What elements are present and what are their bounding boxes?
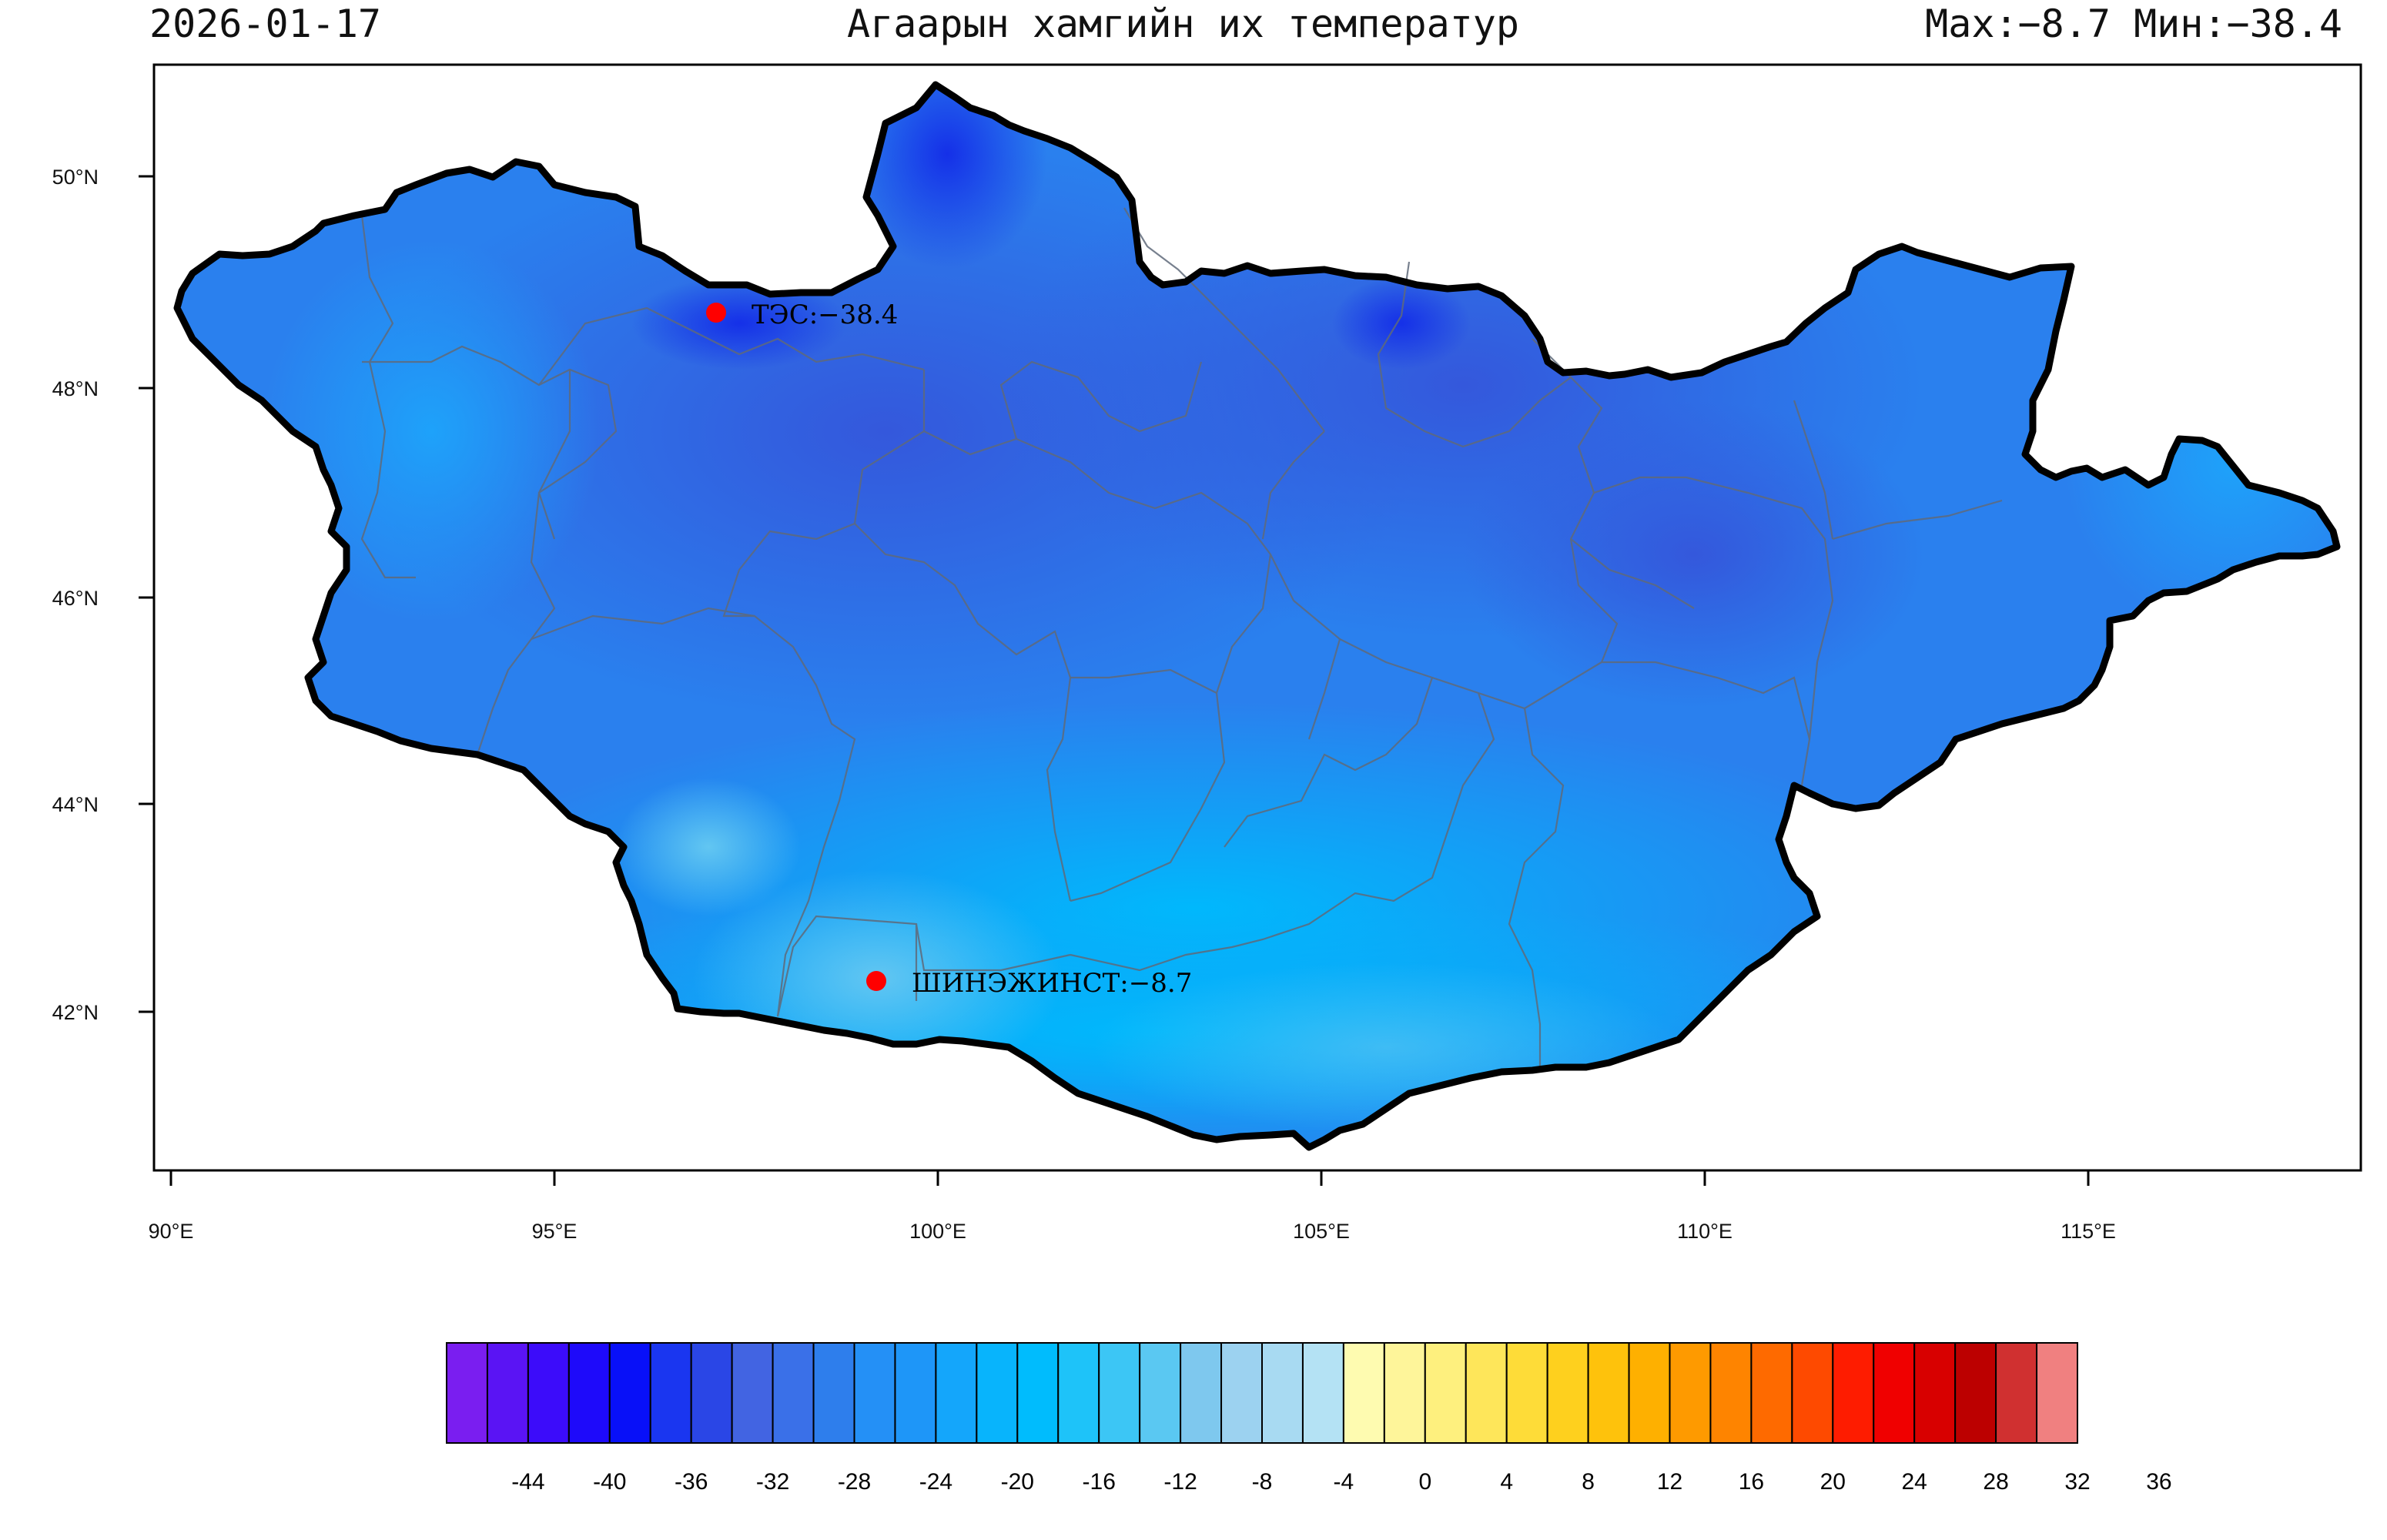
colorbar-swatch bbox=[1180, 1342, 1223, 1444]
colorbar-swatch bbox=[486, 1342, 529, 1444]
province-boundaries bbox=[360, 207, 2003, 1070]
colorbar-tick-label: -8 bbox=[1252, 1469, 1273, 1495]
station-label: ТЭС:−38.4 bbox=[752, 300, 898, 330]
colorbar-labels: -44 -40 -36 -32 -28 -24 -20 -16 -12 -8 -4 0 4 8 12 16 20… bbox=[511, 1469, 2171, 1495]
lon-label: 100°E bbox=[909, 1220, 966, 1243]
colorbar-swatch bbox=[1873, 1342, 1916, 1444]
colorbar-tick-label: -20 bbox=[1001, 1469, 1034, 1495]
colorbar-swatch bbox=[1383, 1342, 1426, 1444]
country-border bbox=[173, 81, 2341, 1151]
colorbar bbox=[446, 1342, 2079, 1444]
colorbar-tick-label: -4 bbox=[1334, 1469, 1354, 1495]
colorbar-swatch bbox=[1424, 1342, 1467, 1444]
station-marker[interactable] bbox=[866, 971, 886, 991]
colorbar-swatch bbox=[894, 1342, 937, 1444]
colorbar-swatch bbox=[1628, 1342, 1671, 1444]
lon-label: 95°E bbox=[532, 1220, 578, 1243]
colorbar-tick-label: -40 bbox=[593, 1469, 626, 1495]
temperature-field bbox=[177, 85, 2337, 1147]
colorbar-swatch bbox=[1954, 1342, 1997, 1444]
lat-label: 46°N bbox=[52, 587, 99, 610]
colorbar-swatch bbox=[1139, 1342, 1182, 1444]
colorbar-swatch bbox=[1546, 1342, 1589, 1444]
colorbar-tick-label: -12 bbox=[1163, 1469, 1197, 1495]
colorbar-tick-label: 24 bbox=[1902, 1469, 1927, 1495]
colorbar-swatch bbox=[1505, 1342, 1548, 1444]
map-title: Агаарын хамгийн их температур bbox=[847, 2, 1519, 46]
colorbar-swatch bbox=[1342, 1342, 1385, 1444]
station-marker[interactable] bbox=[706, 303, 726, 323]
station-ts[interactable]: ТЭС:−38.4 bbox=[706, 300, 898, 330]
colorbar-tick-label: 16 bbox=[1739, 1469, 1764, 1495]
colorbar-swatch bbox=[567, 1342, 611, 1444]
colorbar-tick-label: -16 bbox=[1083, 1469, 1116, 1495]
colorbar-swatch bbox=[1098, 1342, 1141, 1444]
colorbar-swatch bbox=[1465, 1342, 1508, 1444]
colorbar-swatch bbox=[1995, 1342, 2038, 1444]
colorbar-tick-label: -32 bbox=[756, 1469, 789, 1495]
colorbar-swatch bbox=[608, 1342, 651, 1444]
colorbar-swatch bbox=[1832, 1342, 1875, 1444]
colorbar-tick-label: 8 bbox=[1582, 1469, 1595, 1495]
colorbar-tick-label: -44 bbox=[511, 1469, 544, 1495]
colorbar-tick-label: 36 bbox=[2146, 1469, 2171, 1495]
colorbar-swatch bbox=[1913, 1342, 1957, 1444]
colorbar-swatch bbox=[527, 1342, 570, 1444]
colorbar-swatch bbox=[1709, 1342, 1753, 1444]
station-shinejinst[interactable]: ШИНЭЖИНСТ:−8.7 bbox=[866, 968, 1192, 999]
colorbar-swatch bbox=[935, 1342, 978, 1444]
colorbar-tick-label: 20 bbox=[1820, 1469, 1846, 1495]
colorbar-tick-label: 32 bbox=[2064, 1469, 2090, 1495]
longitude-labels: 90°E 95°E 100°E 105°E 110°E 115°E bbox=[149, 1220, 2116, 1243]
colorbar-swatch bbox=[2036, 1342, 2079, 1444]
lon-label: 90°E bbox=[149, 1220, 194, 1243]
colorbar-swatch bbox=[446, 1342, 488, 1444]
colorbar-swatch bbox=[1057, 1342, 1100, 1444]
colorbar-swatch bbox=[1261, 1342, 1304, 1444]
colorbar-swatch bbox=[976, 1342, 1019, 1444]
colorbar-swatch bbox=[772, 1342, 815, 1444]
lat-label: 42°N bbox=[52, 1001, 99, 1024]
latitude-labels: 50°N 48°N 46°N 44°N 42°N bbox=[52, 166, 99, 1024]
lon-label: 110°E bbox=[1677, 1220, 1732, 1243]
lon-label: 115°E bbox=[2061, 1220, 2116, 1243]
colorbar-tick-label: 4 bbox=[1500, 1469, 1513, 1495]
lat-label: 44°N bbox=[52, 793, 99, 816]
colorbar-swatch bbox=[1750, 1342, 1793, 1444]
colorbar-swatch bbox=[690, 1342, 733, 1444]
map-date: 2026-01-17 bbox=[149, 2, 382, 46]
lon-label: 105°E bbox=[1293, 1220, 1350, 1243]
lat-label: 50°N bbox=[52, 166, 99, 189]
colorbar-swatch bbox=[812, 1342, 855, 1444]
colorbar-swatch bbox=[1016, 1342, 1060, 1444]
colorbar-tick-label: -36 bbox=[675, 1469, 708, 1495]
colorbar-swatch bbox=[1669, 1342, 1712, 1444]
colorbar-swatch bbox=[1220, 1342, 1264, 1444]
colorbar-swatch bbox=[1301, 1342, 1344, 1444]
colorbar-tick-label: 0 bbox=[1418, 1469, 1431, 1495]
colorbar-swatch bbox=[731, 1342, 774, 1444]
lat-label: 48°N bbox=[52, 377, 99, 400]
colorbar-tick-label: 12 bbox=[1657, 1469, 1682, 1495]
colorbar-swatch bbox=[1791, 1342, 1834, 1444]
colorbar-tick-label: 28 bbox=[1983, 1469, 2008, 1495]
colorbar-swatch bbox=[649, 1342, 692, 1444]
colorbar-tick-label: -24 bbox=[919, 1469, 952, 1495]
colorbar-tick-label: -28 bbox=[838, 1469, 871, 1495]
colorbar-swatch bbox=[853, 1342, 896, 1444]
map-frame bbox=[152, 63, 2362, 1172]
axis-ticks bbox=[139, 175, 2090, 1186]
max-min-stats: Max:−8.7 Мин:−38.4 bbox=[1925, 2, 2342, 46]
station-label: ШИНЭЖИНСТ:−8.7 bbox=[912, 968, 1192, 999]
colorbar-swatch bbox=[1587, 1342, 1630, 1444]
